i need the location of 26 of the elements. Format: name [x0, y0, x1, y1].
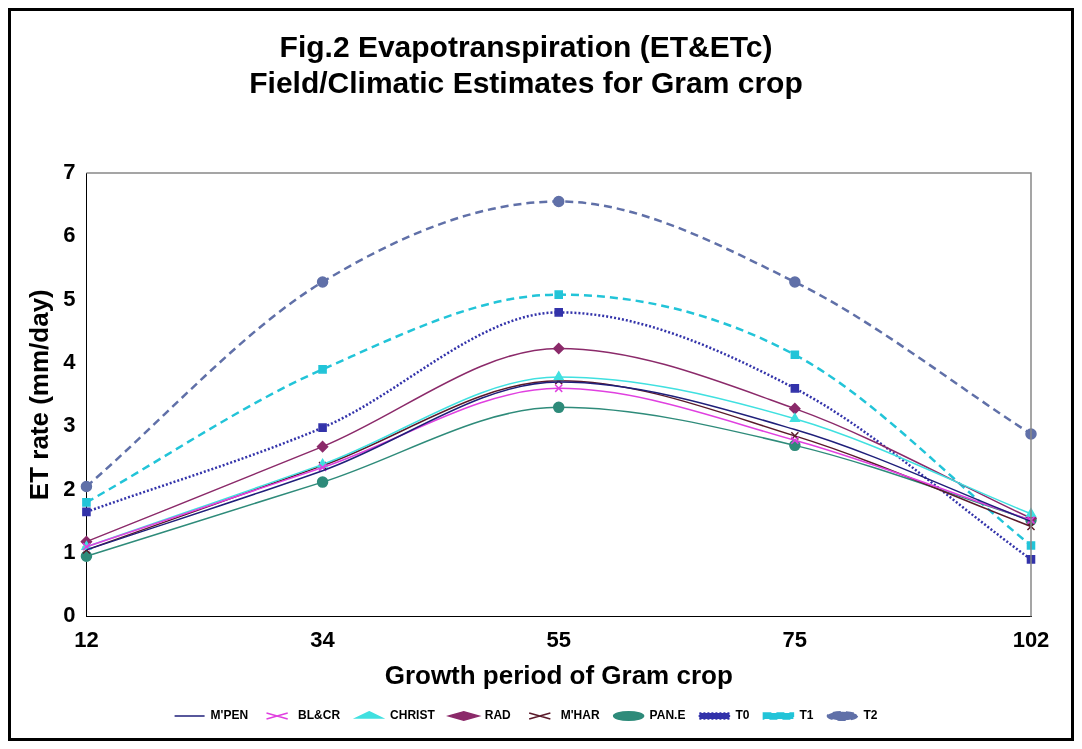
legend-label: T0 — [735, 708, 750, 723]
x-tick-label: 102 — [1012, 626, 1050, 652]
legend-label: PAN.E — [649, 708, 686, 723]
y-tick-label: 1 — [63, 539, 76, 565]
x-tick-label: 55 — [546, 626, 571, 652]
legend-label: T1 — [799, 708, 814, 723]
legend-label: M'HAR — [560, 708, 600, 723]
legend-label: T2 — [863, 708, 878, 723]
legend-label: BL&CR — [298, 708, 341, 723]
y-tick-label: 5 — [63, 285, 76, 311]
y-tick-label: 0 — [63, 602, 76, 628]
y-tick-label: 2 — [63, 475, 76, 501]
y-tick-label: 6 — [63, 222, 76, 248]
text: Field/Climatic Estimates for Gram crop — [249, 66, 803, 100]
y-tick-label: 4 — [63, 349, 77, 375]
x-axis-title: Growth period of Gram crop — [384, 659, 733, 690]
text: Fig.2 Evapotranspiration (ET&ETc) — [279, 30, 773, 64]
x-tick-label: 34 — [310, 626, 336, 652]
legend-label: RAD — [484, 708, 512, 723]
legend-label: M'PEN — [210, 708, 249, 723]
y-tick-label: 3 — [63, 412, 76, 438]
x-tick-label: 12 — [74, 626, 99, 652]
y-axis-title: ET rate (mm/day) — [23, 289, 54, 501]
legend-label: CHRIST — [390, 708, 436, 723]
y-tick-label: 7 — [63, 159, 76, 185]
x-tick-label: 75 — [782, 626, 808, 652]
